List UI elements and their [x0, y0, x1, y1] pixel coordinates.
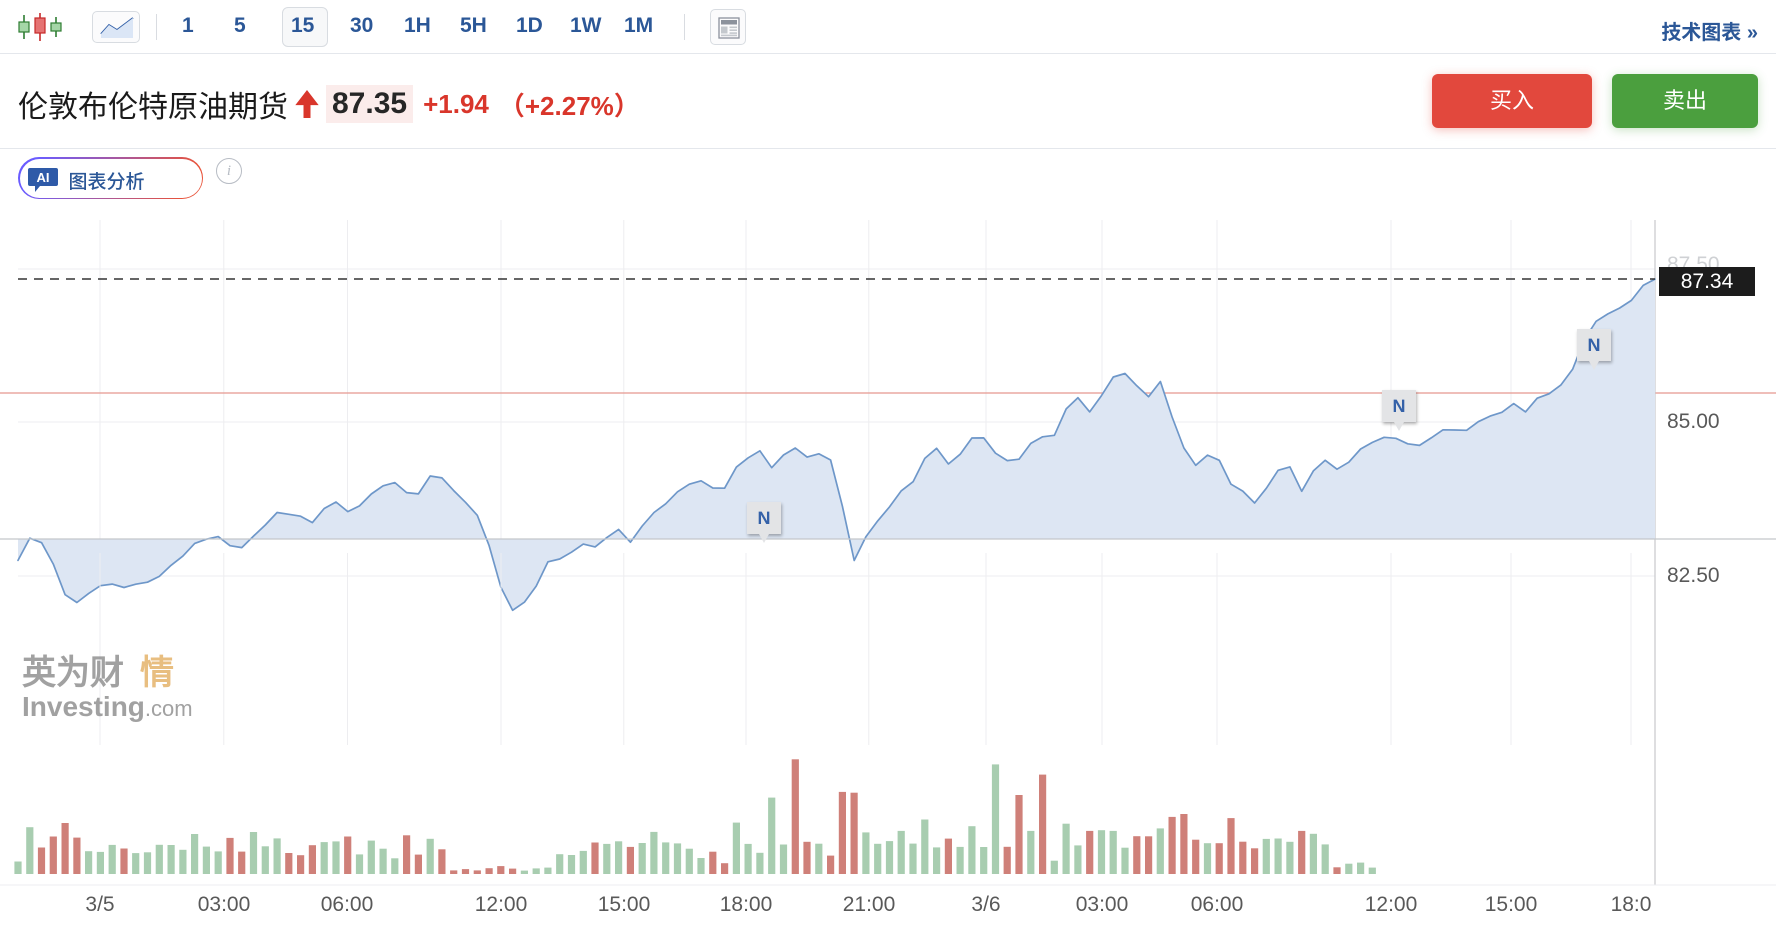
svg-text:英为财: 英为财: [22, 654, 124, 692]
svg-text:Investing.com: Investing.com: [22, 691, 193, 722]
svg-text:情: 情: [140, 654, 174, 692]
